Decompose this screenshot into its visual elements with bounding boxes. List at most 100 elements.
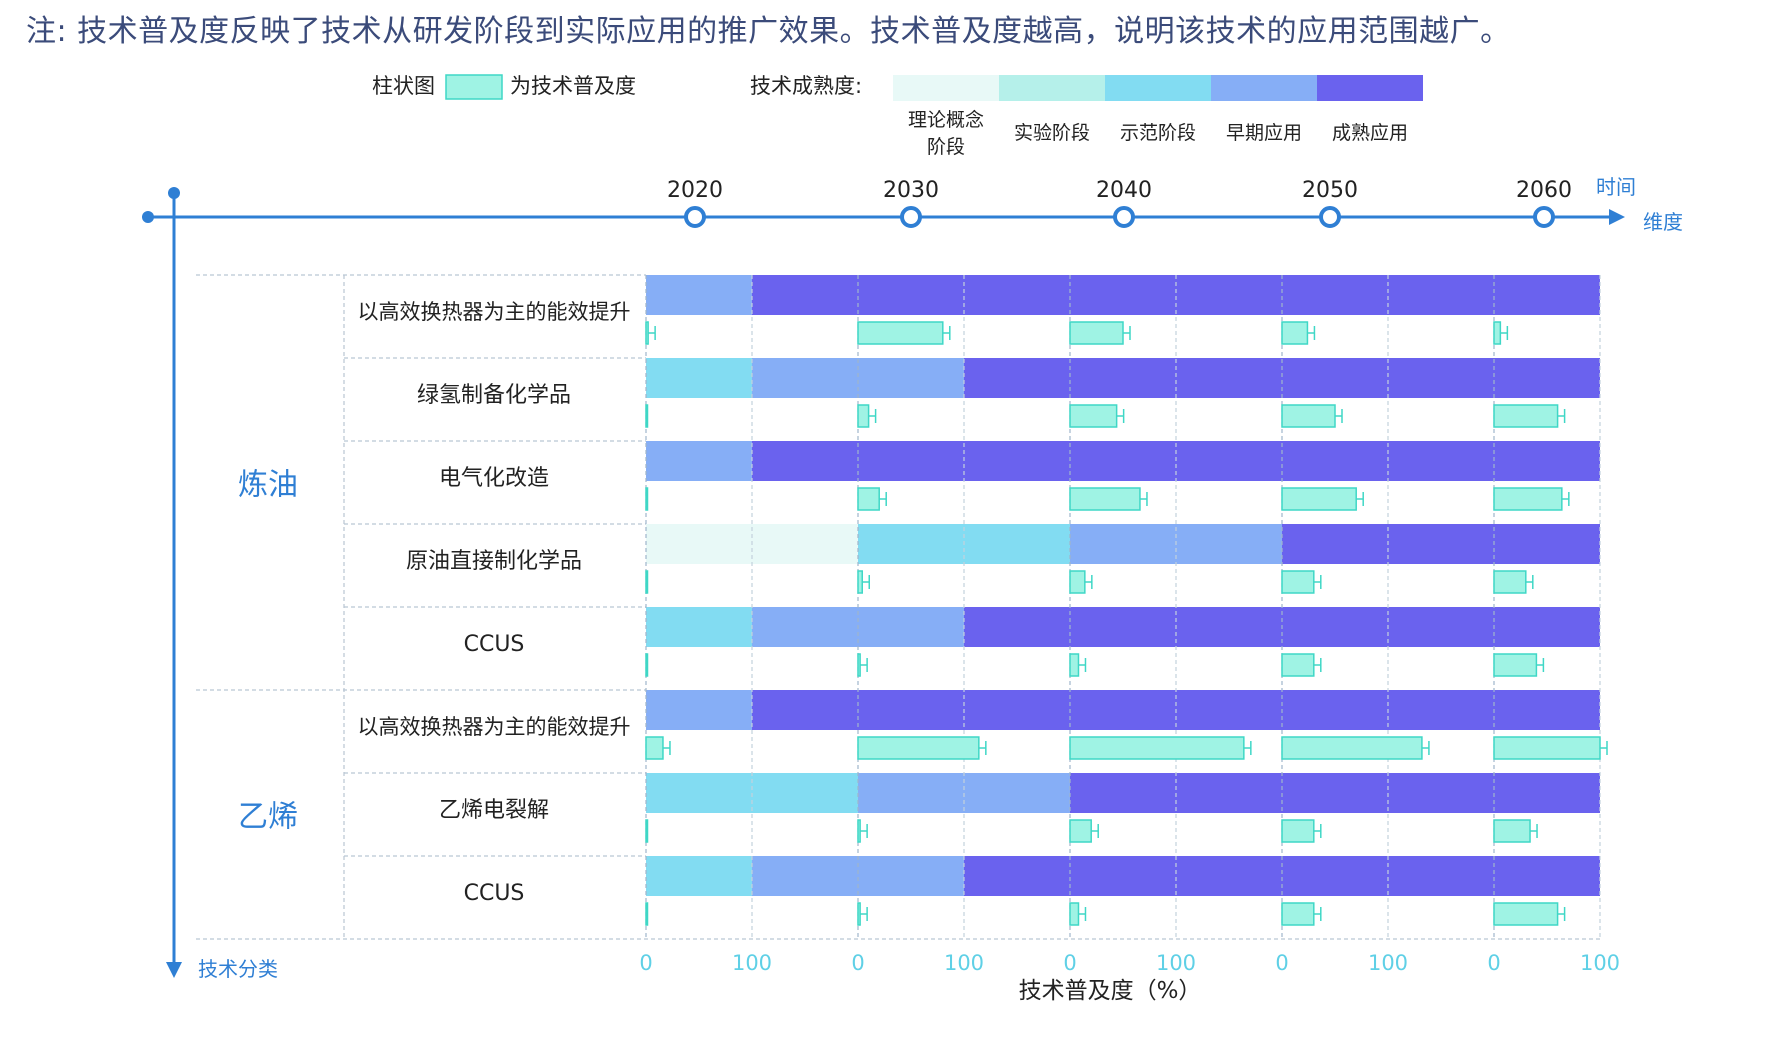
adoption-bar [1493, 404, 1559, 428]
x-tick-label: 0 [1063, 951, 1076, 975]
adoption-bar [1069, 570, 1086, 594]
adoption-bar [1493, 321, 1502, 345]
year-marker [900, 206, 922, 228]
maturity-segment [1070, 856, 1176, 896]
adoption-bar [645, 404, 649, 428]
maturity-segment [752, 358, 858, 398]
x-axis-label: 技术普及度（%） [1019, 978, 1202, 1004]
adoption-bars [645, 321, 1608, 926]
legend-bar-swatch [445, 74, 503, 100]
legend-stage-label: 成熟应用 [1332, 122, 1408, 144]
maturity-segment [964, 856, 1070, 896]
legend-stage-swatch [1105, 75, 1211, 101]
year-label: 2030 [883, 178, 939, 203]
maturity-segment [646, 607, 752, 647]
maturity-segment [1494, 773, 1600, 813]
legend-stage-swatch [1211, 75, 1317, 101]
x-tick-label: 0 [1275, 951, 1288, 975]
maturity-segment [1176, 773, 1282, 813]
maturity-segment [1388, 275, 1494, 315]
adoption-bar [1281, 404, 1336, 428]
x-tick-label: 100 [1580, 951, 1620, 975]
maturity-segment [1282, 690, 1388, 730]
time-axis-label: 时间 [1596, 175, 1636, 199]
legend-stage-label: 早期应用 [1226, 122, 1302, 144]
maturity-segment [752, 275, 858, 315]
x-tick-label: 100 [732, 951, 772, 975]
maturity-segment [858, 690, 964, 730]
maturity-segment [1176, 690, 1282, 730]
maturity-segment [752, 773, 858, 813]
maturity-segment [858, 856, 964, 896]
adoption-bar [645, 487, 649, 511]
technology-label: CCUS [464, 881, 525, 906]
category-axis-label: 技术分类 [198, 957, 278, 981]
group-label: 乙烯 [238, 800, 298, 835]
legend-maturity-title: 技术成熟度: [750, 74, 862, 98]
adoption-bar [1493, 902, 1559, 926]
axes: 2020 2030 2040 2050 2060 [142, 178, 1625, 978]
maturity-segment [1282, 524, 1388, 564]
axis-top-dot [168, 187, 180, 199]
technology-rows: 以高效换热器为主的能效提升绿氢制备化学品电气化改造原油直接制化学品CCUS炼油以… [196, 274, 1601, 940]
maturity-segment [1070, 441, 1176, 481]
technology-label: 绿氢制备化学品 [417, 383, 571, 408]
x-tick-label: 100 [1156, 951, 1196, 975]
year-label: 2040 [1096, 178, 1152, 203]
year-label: 2060 [1516, 178, 1572, 203]
maturity-segment [1070, 607, 1176, 647]
adoption-bar [1493, 736, 1601, 760]
maturity-segment [964, 690, 1070, 730]
technology-label: 原油直接制化学品 [406, 549, 582, 574]
maturity-segment [1282, 856, 1388, 896]
maturity-segment [1494, 607, 1600, 647]
legend-stage-label: 阶段 [927, 136, 965, 158]
year-label: 2020 [667, 178, 723, 203]
maturity-segment [646, 358, 752, 398]
category-axis-arrow [166, 962, 182, 978]
maturity-segment [964, 441, 1070, 481]
axis-origin-dot [142, 211, 154, 223]
adoption-bar [1493, 487, 1563, 511]
adoption-bar [857, 736, 980, 760]
maturity-segment [1494, 358, 1600, 398]
legend-bar-prefix: 柱状图 [372, 74, 435, 98]
adoption-bar [1069, 902, 1080, 926]
maturity-segment [1494, 275, 1600, 315]
maturity-segment [646, 441, 752, 481]
time-axis-arrow [1609, 209, 1625, 225]
adoption-bar [857, 819, 861, 843]
year-marker [1319, 206, 1341, 228]
maturity-segment [646, 524, 752, 564]
technology-label: 以高效换热器为主的能效提升 [358, 300, 631, 324]
adoption-bar [1281, 653, 1315, 677]
maturity-segment [858, 441, 964, 481]
adoption-bar [645, 321, 649, 345]
maturity-segment [752, 856, 858, 896]
adoption-bar [1281, 902, 1315, 926]
adoption-bar [857, 653, 861, 677]
adoption-bar [857, 902, 861, 926]
legend-bar-suffix: 为技术普及度 [510, 74, 636, 98]
maturity-segment [646, 275, 752, 315]
maturity-segment [1388, 524, 1494, 564]
maturity-segment [1388, 358, 1494, 398]
maturity-segment [752, 441, 858, 481]
maturity-segment [964, 524, 1070, 564]
technology-label: 电气化改造 [439, 466, 549, 491]
maturity-segment [646, 773, 752, 813]
legend-stage-swatch [893, 75, 999, 101]
legend-stage-label: 示范阶段 [1120, 122, 1196, 144]
maturity-segment [858, 607, 964, 647]
maturity-segment [858, 275, 964, 315]
adoption-bar [1069, 653, 1080, 677]
adoption-bar [857, 321, 944, 345]
maturity-segment [1282, 441, 1388, 481]
maturity-segment [964, 275, 1070, 315]
legend-stage-label: 理论概念 [908, 108, 984, 131]
maturity-segment [646, 690, 752, 730]
maturity-segment [1176, 358, 1282, 398]
adoption-bar [1069, 736, 1245, 760]
